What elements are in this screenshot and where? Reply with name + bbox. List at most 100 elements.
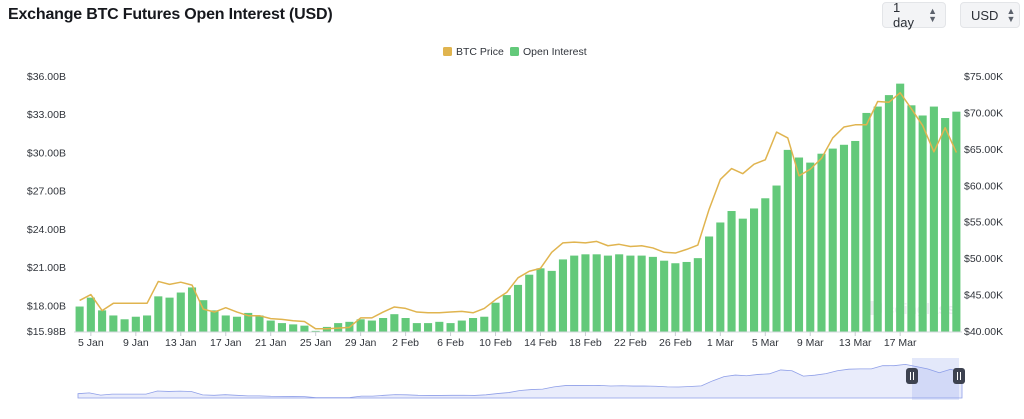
- open-interest-bar[interactable]: [806, 162, 815, 332]
- open-interest-bar[interactable]: [648, 256, 657, 332]
- open-interest-bar[interactable]: [244, 312, 253, 332]
- open-interest-bars: [75, 83, 961, 333]
- open-interest-bar[interactable]: [502, 295, 511, 332]
- open-interest-bar[interactable]: [379, 318, 388, 332]
- open-interest-bar[interactable]: [491, 302, 500, 332]
- open-interest-bar[interactable]: [266, 320, 275, 332]
- legend-item-open-interest[interactable]: Open Interest: [510, 46, 587, 58]
- range-slider-selection[interactable]: [912, 358, 959, 400]
- open-interest-bar[interactable]: [558, 259, 568, 332]
- open-interest-bar[interactable]: [120, 319, 129, 332]
- x-tick-label: 10 Feb: [479, 337, 512, 349]
- open-interest-bar[interactable]: [896, 83, 905, 332]
- open-interest-bar[interactable]: [187, 287, 197, 332]
- open-interest-bar[interactable]: [615, 254, 624, 332]
- open-interest-bar[interactable]: [626, 255, 635, 332]
- open-interest-bar[interactable]: [693, 258, 702, 332]
- x-tick-label: 18 Feb: [569, 337, 602, 349]
- open-interest-bar[interactable]: [289, 324, 298, 332]
- open-interest-bar[interactable]: [907, 105, 916, 332]
- range-slider-handle-right[interactable]: [953, 368, 965, 384]
- open-interest-bar[interactable]: [761, 198, 770, 332]
- y-left-tick-label: $15.98B: [27, 326, 66, 338]
- open-interest-bar[interactable]: [929, 106, 938, 332]
- open-interest-bar[interactable]: [356, 319, 365, 332]
- open-interest-bar[interactable]: [300, 325, 309, 332]
- range-slider-handle-left[interactable]: [906, 368, 918, 384]
- open-interest-bar[interactable]: [851, 140, 860, 332]
- open-interest-bar[interactable]: [682, 261, 691, 332]
- open-interest-bar[interactable]: [873, 106, 882, 332]
- open-interest-bar[interactable]: [109, 315, 118, 332]
- open-interest-bar[interactable]: [412, 323, 421, 332]
- open-interest-bar[interactable]: [210, 310, 219, 332]
- btc-price-line: [79, 92, 958, 330]
- open-interest-bar[interactable]: [457, 320, 466, 332]
- open-interest-bar[interactable]: [232, 316, 242, 332]
- open-interest-bar[interactable]: [671, 263, 680, 332]
- x-axis: 5 Jan 9 Jan 13 Jan 17 Jan 21 Jan 25 Jan 29 Jan…: [78, 332, 917, 349]
- open-interest-bar[interactable]: [660, 260, 669, 332]
- open-interest-bar[interactable]: [131, 316, 140, 332]
- open-interest-bar[interactable]: [525, 274, 534, 332]
- open-interest-bar[interactable]: [772, 185, 781, 332]
- y-left-tick-label: $27.00B: [27, 186, 66, 198]
- open-interest-bar[interactable]: [828, 148, 837, 332]
- open-interest-bar[interactable]: [480, 316, 489, 332]
- open-interest-bar[interactable]: [637, 255, 646, 332]
- open-interest-bar[interactable]: [143, 315, 152, 332]
- open-interest-bar[interactable]: [390, 314, 399, 332]
- open-interest-bar[interactable]: [783, 149, 792, 332]
- open-interest-bar[interactable]: [255, 315, 264, 332]
- open-interest-bar[interactable]: [513, 284, 523, 332]
- legend-label-btc-price: BTC Price: [456, 46, 504, 58]
- x-tick-label: 1 Mar: [707, 337, 734, 349]
- open-interest-bar[interactable]: [817, 153, 826, 332]
- open-interest-bar[interactable]: [165, 297, 174, 332]
- open-interest-bar[interactable]: [221, 315, 230, 332]
- open-interest-bar[interactable]: [941, 118, 950, 332]
- open-interest-bar[interactable]: [918, 115, 927, 333]
- legend-item-btc-price[interactable]: BTC Price: [443, 46, 504, 58]
- open-interest-bar[interactable]: [468, 318, 478, 332]
- open-interest-bar[interactable]: [794, 157, 804, 332]
- open-interest-bar[interactable]: [424, 323, 433, 332]
- open-interest-bar[interactable]: [367, 320, 376, 332]
- range-slider-area: [77, 363, 963, 399]
- open-interest-bar[interactable]: [603, 255, 612, 332]
- y-right-tick-label: $40.00K: [964, 326, 1003, 338]
- open-interest-bar[interactable]: [716, 222, 725, 332]
- open-interest-bar[interactable]: [952, 111, 961, 332]
- x-tick-label: 21 Jan: [255, 337, 287, 349]
- range-slider[interactable]: [77, 358, 965, 400]
- open-interest-bar[interactable]: [750, 208, 759, 332]
- y-left-tick-label: $36.00B: [27, 71, 66, 83]
- open-interest-bar[interactable]: [446, 323, 455, 332]
- open-interest-bar[interactable]: [727, 211, 736, 332]
- y-axis-right: $40.00K $45.00K $50.00K $55.00K $60.00K $65.0…: [964, 71, 1003, 338]
- open-interest-bar[interactable]: [592, 254, 601, 332]
- open-interest-bar[interactable]: [435, 321, 444, 332]
- open-interest-bar[interactable]: [277, 323, 286, 332]
- open-interest-bar[interactable]: [154, 296, 163, 332]
- currency-select[interactable]: USD ▲ ▼: [960, 2, 1020, 28]
- interval-select[interactable]: 1 day ▲ ▼: [882, 0, 946, 30]
- open-interest-bar[interactable]: [98, 310, 107, 332]
- open-interest-bar[interactable]: [862, 112, 871, 332]
- open-interest-bar[interactable]: [199, 300, 208, 332]
- open-interest-bar[interactable]: [547, 270, 556, 332]
- open-interest-bar[interactable]: [536, 268, 545, 332]
- open-interest-bar[interactable]: [311, 330, 320, 332]
- open-interest-bar[interactable]: [884, 95, 893, 332]
- open-interest-bar[interactable]: [401, 318, 410, 332]
- open-interest-bar[interactable]: [581, 254, 590, 332]
- open-interest-bar[interactable]: [75, 306, 84, 332]
- open-interest-bar[interactable]: [570, 255, 579, 332]
- y-right-tick-label: $65.00K: [964, 144, 1003, 156]
- open-interest-bar[interactable]: [705, 236, 714, 332]
- open-interest-bar[interactable]: [176, 292, 185, 332]
- open-interest-bar[interactable]: [839, 144, 849, 332]
- open-interest-bar[interactable]: [86, 297, 95, 332]
- open-interest-bar[interactable]: [738, 218, 747, 332]
- interval-select-value: 1 day: [893, 0, 914, 30]
